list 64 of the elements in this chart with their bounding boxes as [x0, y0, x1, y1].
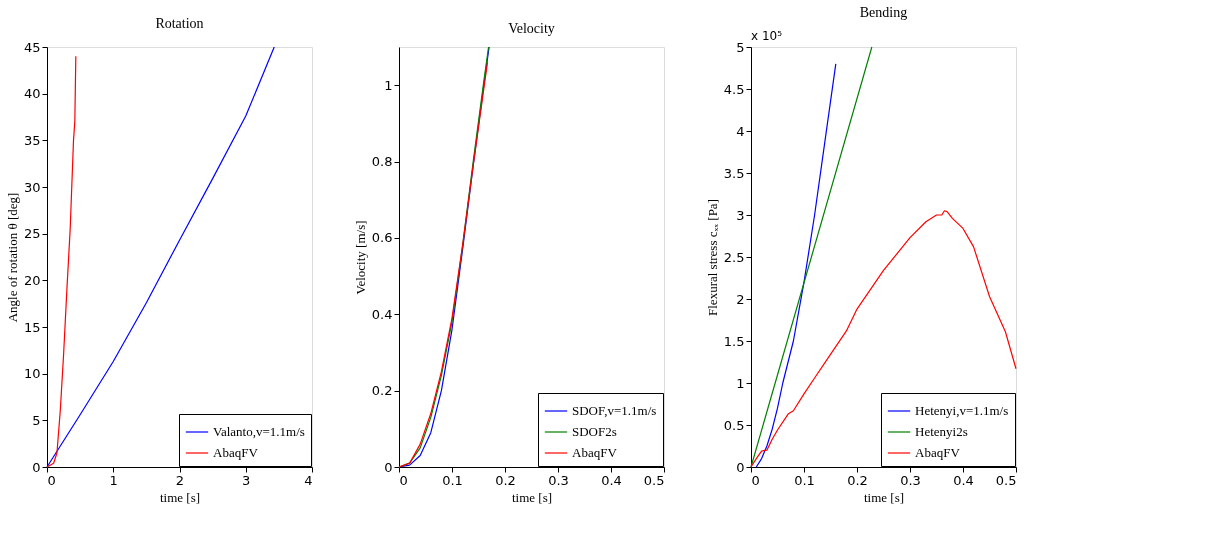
x-tick-label: 4: [304, 472, 313, 488]
y-tick-label: 1.5: [723, 333, 745, 349]
y-tick-label: 0: [32, 459, 41, 475]
legend-label: AbaqFV: [572, 445, 618, 460]
y-tick-label: 5: [32, 412, 41, 428]
x-tick-label: 0: [399, 472, 408, 488]
chart-title: Velocity: [508, 21, 555, 37]
x-tick-label: 0.2: [495, 472, 516, 488]
legend-label: Valanto,v=1.1m/s: [213, 424, 305, 439]
y-tick-label: 0: [384, 459, 393, 475]
y-tick-label: 45: [23, 39, 41, 55]
legend-label: Hetenyi2s: [915, 424, 968, 439]
y-tick-label: 15: [23, 319, 41, 335]
y-tick-label: 4: [736, 123, 745, 139]
text: x 10⁵: [751, 29, 783, 43]
y-axis-title: Angle of rotation θ [deg]: [4, 192, 20, 323]
y-tick-label: 2.5: [723, 249, 745, 265]
y-tick-label: 0.2: [371, 383, 393, 399]
x-tick-label: 2: [175, 472, 185, 488]
y-tick-label: 35: [23, 132, 41, 148]
y-tick-label: 0: [736, 459, 745, 475]
y-tick-label: 3: [736, 207, 745, 223]
legend-label: AbaqFV: [213, 445, 259, 460]
y-tick-label: 3.5: [723, 165, 745, 181]
y-tick-label: 2: [736, 291, 745, 307]
x-tick-label: 0.3: [900, 472, 921, 488]
x-tick-label: 0.4: [601, 472, 622, 488]
line-series: [46, 55, 77, 468]
chart-title: Bending: [859, 5, 908, 20]
y-tick-label: 1: [736, 375, 745, 391]
y-axis-title: Flexural stress cₓₓ [Pa]: [704, 199, 720, 316]
legend-label: Hetenyi,v=1.1m/s: [915, 403, 1009, 418]
x-tick-label: 1: [109, 472, 118, 488]
y-axis-title: Velocity [m/s]: [352, 220, 368, 295]
x-tick-label: 0: [751, 472, 760, 488]
y-tick-label: 0.8: [371, 154, 393, 170]
y-tick-label: 0.6: [371, 230, 393, 246]
x-tick-label: 0.3: [548, 472, 569, 488]
x-tick-label: 0.5: [995, 472, 1017, 488]
y-tick-label: 1: [384, 77, 393, 93]
y-tick-label: 4.5: [723, 81, 745, 97]
x-axis-title: time [s]: [863, 489, 905, 505]
y-tick-label: 0.5: [723, 417, 745, 433]
legend-label: SDOF2s: [572, 424, 617, 439]
x-axis-title: time [s]: [159, 489, 201, 505]
legend-label: SDOF,v=1.1m/s: [572, 403, 657, 418]
x-tick-label: 0: [47, 472, 56, 488]
x-tick-label: 0.4: [953, 472, 974, 488]
y-tick-label: 25: [23, 226, 41, 242]
y-tick-label: 30: [23, 179, 41, 195]
y-tick-label: 40: [23, 86, 41, 102]
x-tick-label: 0.1: [442, 472, 463, 488]
y-tick-label: 10: [23, 366, 41, 382]
chart-title: Rotation: [155, 16, 204, 31]
x-axis-title: time [s]: [511, 489, 553, 505]
x-tick-label: 0.5: [643, 472, 665, 488]
legend-label: AbaqFV: [915, 445, 961, 460]
y-tick-label: 20: [23, 272, 41, 288]
y-tick-label: 0.4: [371, 306, 393, 322]
x-tick-label: 0.2: [847, 472, 868, 488]
x-tick-label: 0.1: [794, 472, 815, 488]
line-series: [755, 63, 837, 468]
y-tick-label: 5: [736, 39, 745, 55]
x-tick-label: 3: [242, 472, 251, 488]
